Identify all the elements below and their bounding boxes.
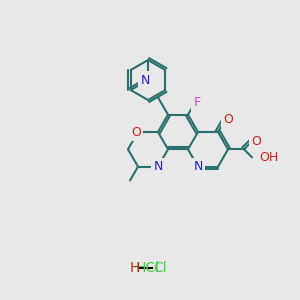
Text: OH: OH bbox=[259, 151, 278, 164]
Text: O: O bbox=[131, 125, 141, 139]
Text: N: N bbox=[193, 160, 203, 173]
Text: HCl: HCl bbox=[136, 261, 160, 275]
Text: Cl: Cl bbox=[153, 261, 167, 275]
Text: H: H bbox=[130, 261, 140, 275]
Text: N: N bbox=[140, 74, 150, 86]
Text: N: N bbox=[153, 160, 163, 173]
Text: O: O bbox=[224, 112, 233, 125]
Text: F: F bbox=[194, 96, 201, 109]
Text: O: O bbox=[251, 135, 261, 148]
